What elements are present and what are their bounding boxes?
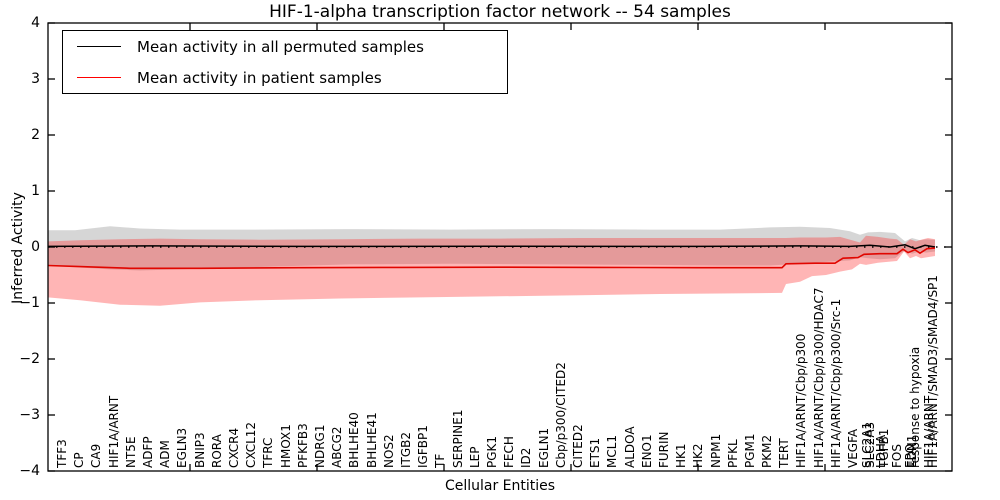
permuted-line-swatch [77, 46, 121, 47]
entity-label: NPM1 [708, 433, 723, 468]
entity-label: EGLN3 [174, 427, 189, 468]
entity-label: FECH [501, 436, 516, 468]
entity-label: VEGFA [845, 428, 860, 468]
entity-label: PKM2 [759, 434, 774, 468]
entity-label: Cbp/p300/CITED2 [553, 362, 568, 468]
y-tick-−3: −3 [19, 407, 40, 423]
entity-label: BNIP3 [192, 432, 207, 468]
entity-label: TF [432, 453, 447, 468]
entity-label: response to hypoxia [907, 346, 922, 468]
mean-lines [47, 244, 936, 270]
legend-box: Mean activity in all permuted samples Me… [62, 30, 508, 94]
entity-label: HIF1A/ARNT/Cbp/p300/HDAC7 [811, 287, 826, 468]
entity-label: RORA [209, 434, 224, 468]
entity-label: BHLHE40 [346, 412, 361, 468]
y-tick-1: 1 [31, 183, 40, 199]
permuted-std-band [48, 226, 935, 271]
entity-label: NOS2 [381, 434, 396, 468]
entity-label: CITED2 [570, 424, 585, 468]
entity-label: PFKL [725, 439, 740, 468]
entity-label: HK2 [690, 443, 705, 468]
entity-label: ID2 [518, 447, 533, 468]
entity-label: ABCG2 [329, 426, 344, 468]
entity-label: PFKFB3 [295, 423, 310, 468]
entity-label: HIF1A/ARNT [106, 395, 121, 468]
entity-label: CXCL12 [243, 421, 258, 468]
legend-row-permuted: Mean activity in all permuted samples [63, 31, 507, 62]
y-tick-2: 2 [31, 127, 40, 143]
entity-label: FOS [889, 444, 904, 468]
entity-label: CP [71, 452, 86, 468]
entity-label: ENO1 [639, 434, 654, 468]
entity-label: LEP [467, 446, 482, 468]
legend-row-patient: Mean activity in patient samples [63, 62, 507, 93]
entity-label: ITGB2 [398, 431, 413, 468]
entity-label: ADM [157, 440, 172, 468]
axes-box-and-ticks [47, 22, 953, 472]
entity-label: MCL1 [604, 434, 619, 468]
entity-label: TFF3 [54, 439, 69, 468]
entity-label: EGLN1 [536, 427, 551, 468]
entity-label: PGK1 [484, 435, 499, 468]
mean-activity-in-patient-samples [47, 247, 936, 270]
entity-label: HIF1A/ARNT/Cbp/p300 [793, 333, 808, 468]
y-tick-4: 4 [31, 15, 40, 31]
entity-label: CA9 [88, 443, 103, 468]
y-tick-3: 3 [31, 71, 40, 87]
legend-label-patient: Mean activity in patient samples [137, 68, 382, 87]
entity-label: HMOX1 [278, 424, 293, 468]
patient-std-band [48, 235, 935, 306]
entity-label: HIF1A/ARNT/SMAD3/SMAD4/SP1 [925, 275, 940, 468]
entity-label: ETS1 [587, 437, 602, 468]
entity-label: IGFBP1 [415, 425, 430, 468]
entity-label: PGM1 [742, 433, 757, 468]
std-bands [48, 226, 935, 306]
entity-label: NT5E [123, 436, 138, 468]
patient-line-swatch [77, 77, 121, 78]
chart-title: HIF-1-alpha transcription factor network… [269, 2, 731, 22]
y-tick-−1: −1 [19, 295, 40, 311]
entity-label: HIF1A/ARNT/Cbp/p300/Src-1 [828, 298, 843, 468]
entity-label: ADFP [140, 436, 155, 468]
entity-label: HK1 [673, 443, 688, 468]
entity-label: TERT [776, 438, 791, 468]
entity-label: BHLHE41 [364, 412, 379, 468]
entity-label: CXCR4 [226, 427, 241, 468]
entity-label: TGFB1 [876, 428, 891, 468]
mean-activity-in-all-permuted-samples [47, 244, 936, 250]
y-tick-−4: −4 [19, 463, 40, 479]
x-axis-label: Cellular Entities [444, 478, 556, 494]
y-tick-0: 0 [31, 239, 40, 255]
entity-label: ALDOA [622, 426, 637, 468]
entity-label: NDRG1 [312, 424, 327, 469]
legend-label-permuted: Mean activity in all permuted samples [137, 37, 424, 56]
entity-label: FURIN [656, 431, 671, 468]
y-tick-−2: −2 [19, 351, 40, 367]
entity-label: TFRC [260, 437, 275, 468]
entity-label: SERPINE1 [450, 409, 465, 468]
